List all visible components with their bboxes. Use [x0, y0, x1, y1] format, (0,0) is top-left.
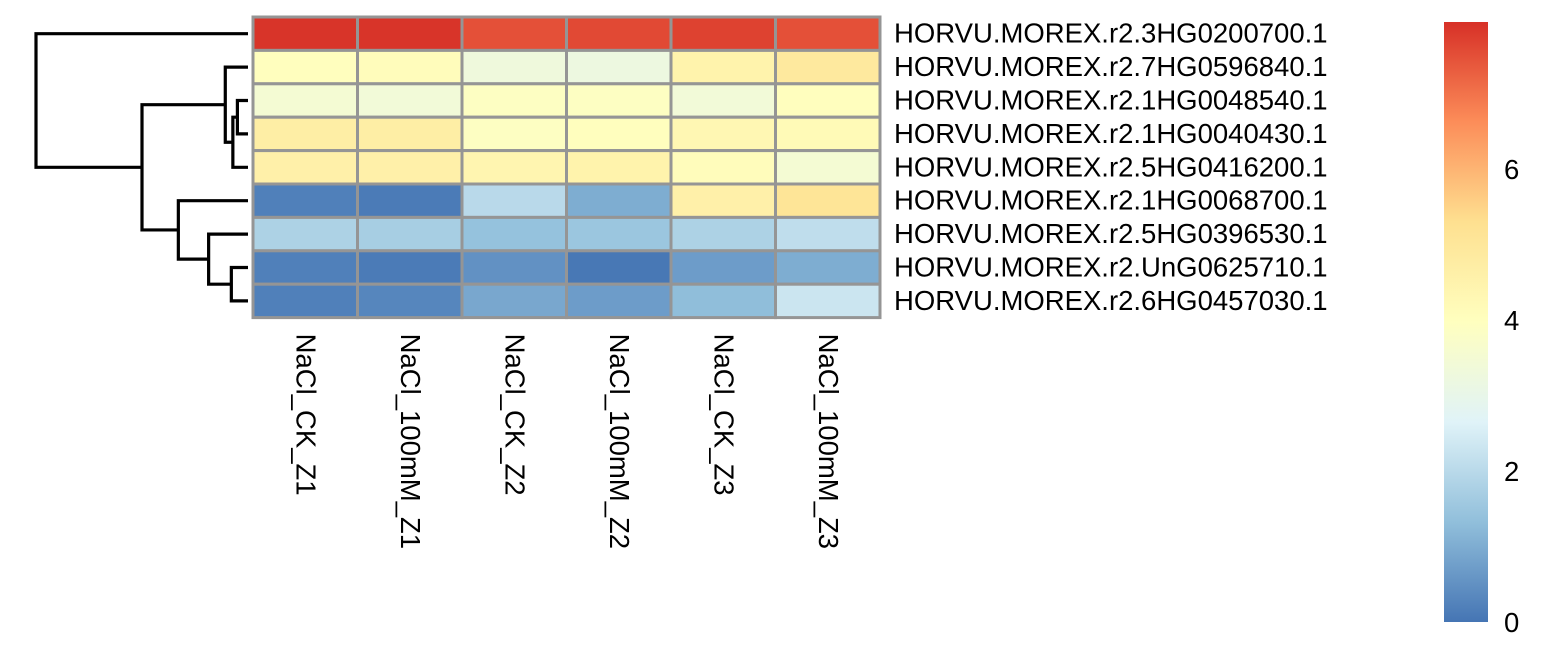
heatmap-cell-r4-c4 [669, 149, 777, 186]
dendrogram-link-2 [223, 65, 248, 144]
row-label-4: HORVU.MOREX.r2.5HG0416200.1 [894, 151, 1328, 182]
heatmap-cell-r3-c4 [669, 115, 777, 153]
dendrogram-link-4 [207, 232, 248, 286]
dendrogram-link-1 [231, 115, 248, 169]
row-labels: HORVU.MOREX.r2.3HG0200700.1HORVU.MOREX.r… [894, 18, 1328, 316]
heatmap-cell-r7-c1 [356, 249, 464, 286]
row-label-5: HORVU.MOREX.r2.1HG0068700.1 [894, 185, 1328, 216]
heatmap-cell-r2-c0 [251, 82, 359, 119]
heatmap-cell-r1-c2 [460, 48, 568, 86]
heatmap-cell-r0-c3 [565, 15, 673, 52]
heatmap-cell-r6-c0 [251, 215, 359, 253]
dendrogram-link-7 [34, 32, 248, 169]
colorbar-tick-label-3: 6 [1504, 154, 1519, 185]
row-label-3: HORVU.MOREX.r2.1HG0040430.1 [894, 118, 1328, 149]
dendrogram-link-0 [235, 98, 248, 136]
heatmap-cell-r4-c0 [251, 149, 359, 186]
heatmap-cells [251, 15, 882, 320]
heatmap-cell-r5-c3 [565, 182, 673, 219]
heatmap-cell-r3-c1 [356, 115, 464, 153]
heatmap-cell-r2-c3 [565, 82, 673, 119]
colorbar-legend: 0 2 4 6 [1444, 22, 1519, 638]
colorbar-tick-label-0: 0 [1504, 607, 1519, 638]
column-label-3: NaCl_100mM_Z2 [604, 334, 635, 550]
column-label-1: NaCl_100mM_Z1 [395, 334, 426, 550]
heatmap-cell-r3-c2 [460, 115, 568, 153]
heatmap-cell-r0-c4 [669, 15, 777, 52]
heatmap-cell-r8-c3 [565, 282, 673, 320]
dendrogram-link-6 [140, 103, 226, 232]
heatmap-cell-r1-c4 [669, 48, 777, 86]
heatmap-cell-r8-c0 [251, 282, 359, 320]
heatmap-cell-r3-c3 [565, 115, 673, 153]
heatmap-cell-r5-c2 [460, 182, 568, 219]
row-label-1: HORVU.MOREX.r2.7HG0596840.1 [894, 51, 1328, 82]
heatmap-cell-r1-c3 [565, 48, 673, 86]
column-label-5: NaCl_100mM_Z3 [813, 334, 844, 550]
heatmap-cell-r0-c5 [774, 15, 882, 52]
heatmap-cell-r7-c4 [669, 249, 777, 286]
column-label-4: NaCl_CK_Z3 [708, 334, 739, 496]
heatmap-cell-r4-c2 [460, 149, 568, 186]
heatmap-cell-r2-c5 [774, 82, 882, 119]
colorbar-gradient [1444, 22, 1488, 622]
colorbar-tick-label-1: 2 [1504, 456, 1519, 487]
row-dendrogram [34, 32, 248, 303]
heatmap-cell-r0-c0 [251, 15, 359, 52]
heatmap-cell-r3-c0 [251, 115, 359, 153]
heatmap-cell-r5-c1 [356, 182, 464, 219]
heatmap-cell-r1-c5 [774, 48, 882, 86]
heatmap-cell-r6-c2 [460, 215, 568, 253]
heatmap-cell-r6-c4 [669, 215, 777, 253]
column-label-0: NaCl_CK_Z1 [290, 334, 321, 496]
row-label-6: HORVU.MOREX.r2.5HG0396530.1 [894, 218, 1328, 249]
heatmap-cell-r0-c2 [460, 15, 568, 52]
heatmap-cell-r2-c2 [460, 82, 568, 119]
heatmap-cell-r7-c2 [460, 249, 568, 286]
dendrogram-link-5 [176, 199, 248, 261]
heatmap-cell-r4-c3 [565, 149, 673, 186]
heatmap-cell-r5-c5 [774, 182, 882, 219]
column-labels: NaCl_CK_Z1 NaCl_100mM_Z1 NaCl_CK_Z2 NaCl_10… [290, 334, 844, 550]
heatmap-cell-r6-c5 [774, 215, 882, 253]
heatmap-cell-r5-c4 [669, 182, 777, 219]
heatmap-cell-r8-c2 [460, 282, 568, 320]
colorbar-tick-label-2: 4 [1504, 305, 1519, 336]
heatmap-cell-r6-c3 [565, 215, 673, 253]
heatmap-cell-r7-c0 [251, 249, 359, 286]
row-label-8: HORVU.MOREX.r2.6HG0457030.1 [894, 285, 1328, 316]
heatmap-cell-r1-c1 [356, 48, 464, 86]
heatmap-cell-r8-c5 [774, 282, 882, 320]
heatmap-cell-r8-c1 [356, 282, 464, 320]
heatmap-cell-r4-c5 [774, 149, 882, 186]
heatmap-cell-r0-c1 [356, 15, 464, 52]
heatmap-cell-r8-c4 [669, 282, 777, 320]
heatmap-cell-r7-c5 [774, 249, 882, 286]
heatmap-cell-r2-c4 [669, 82, 777, 119]
heatmap-cell-r1-c0 [251, 48, 359, 86]
heatmap-cell-r7-c3 [565, 249, 673, 286]
heatmap-cell-r6-c1 [356, 215, 464, 253]
heatmap-cell-r5-c0 [251, 182, 359, 219]
heatmap-cell-r4-c1 [356, 149, 464, 186]
row-label-0: HORVU.MOREX.r2.3HG0200700.1 [894, 18, 1328, 49]
heatmap-cell-r3-c5 [774, 115, 882, 153]
row-label-2: HORVU.MOREX.r2.1HG0048540.1 [894, 85, 1328, 116]
dendrogram-link-3 [229, 265, 248, 303]
heatmap-cell-r2-c1 [356, 82, 464, 119]
row-label-7: HORVU.MOREX.r2.UnG0625710.1 [894, 252, 1328, 283]
column-label-2: NaCl_CK_Z2 [499, 334, 530, 496]
